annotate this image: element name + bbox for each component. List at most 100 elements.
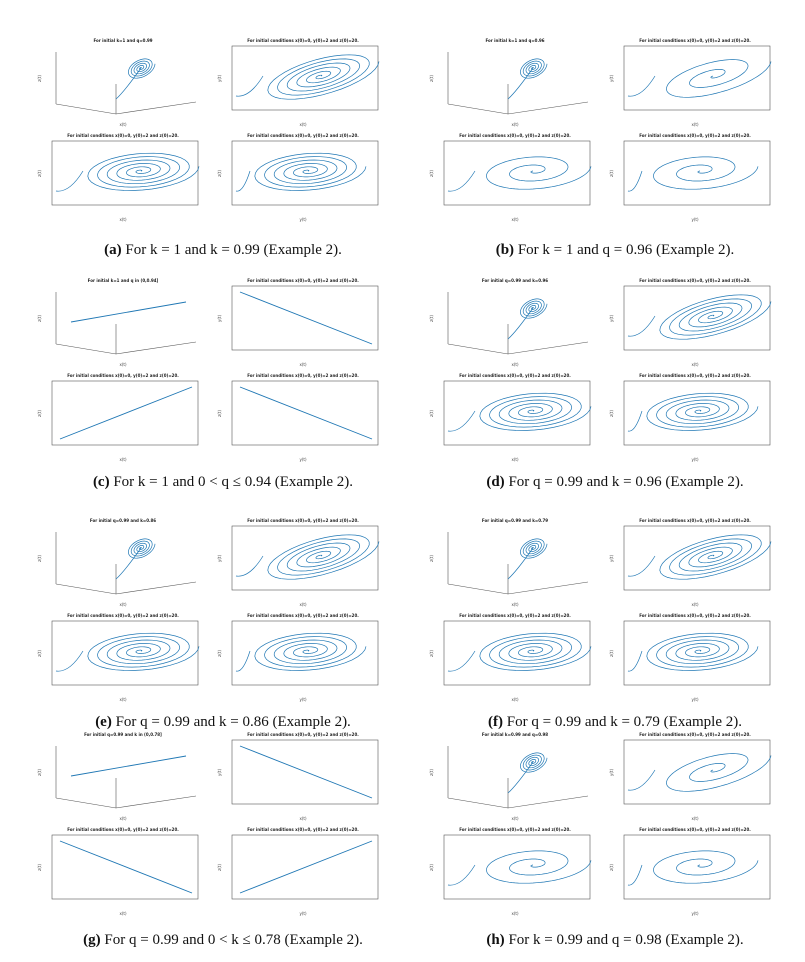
figure-caption: (g) For q = 0.99 and 0 < k ≤ 0.78 (Examp… [38,932,408,949]
subplot-title: For initial conditions x(0)=0, y(0)=2 an… [67,373,179,378]
subplot: For initial q=0.99 and k=0.96 x(t) z(t) [428,278,600,367]
figure-tag: (f) [488,714,504,730]
figure-tag: (e) [95,714,112,730]
caption-text: For k = 1 and q = 0.96 (Example 2). [517,242,735,258]
subplot-grid: For initial k=1 and q in (0,0.94] x(t) z(t… [36,278,408,468]
figure-caption: (h) For k = 0.99 and q = 0.98 (Example 2… [430,932,800,949]
subplot-title: For initial conditions x(0)=0, y(0)=2 an… [639,278,751,283]
figure-panel: For initial k=0.99 and q=0.98 x(t) z(t) For… [429,732,800,948]
subplot-title: For initial conditions x(0)=0, y(0)=2 an… [67,827,179,832]
x-axis-label: x(t) [299,602,307,607]
subplot: For initial conditions x(0)=0, y(0)=2 an… [608,827,780,916]
caption-text: For k = 0.99 and q = 0.98 (Example 2). [508,932,744,948]
subplot-grid: For initial q=0.99 and k=0.86 x(t) z(t) For… [36,518,408,708]
figure-panel: For initial k=1 and q in (0,0.94] x(t) z(t… [36,278,408,490]
subplot: For initial conditions x(0)=0, y(0)=2 an… [217,133,388,222]
x-axis-label: x(t) [511,602,519,607]
subplot: For initial q=0.99 and k=0.79 x(t) z(t) [429,518,600,607]
subplot-grid: For initial q=0.99 and k=0.96 x(t) z(t) For… [428,278,800,468]
x-axis-label: x(t) [691,362,699,367]
figure-caption: (b) For k = 1 and q = 0.96 (Example 2). [430,242,800,259]
figure-caption: (c) For k = 1 and 0 < q ≤ 0.94 (Example … [38,474,408,491]
subplot: For initial conditions x(0)=0, y(0)=2 an… [216,827,388,916]
subplot: For initial conditions x(0)=0, y(0)=2 an… [37,827,208,916]
subplot-title: For initial conditions x(0)=0, y(0)=2 an… [459,827,571,832]
y-axis-label: z(t) [36,555,42,562]
subplot: For initial k=1 and q=0.99 x(t) z(t) [37,38,208,127]
x-axis-label: x(t) [119,602,127,607]
subplot: For initial conditions x(0)=0, y(0)=2 an… [37,133,208,222]
subplot: For initial conditions x(0)=0, y(0)=2 an… [429,373,600,462]
subplot-title: For initial q=0.99 and k=0.96 [481,278,549,283]
subplot: For initial conditions x(0)=0, y(0)=2 an… [609,278,780,367]
y-axis-label: y(t) [217,768,223,777]
y-axis-label: y(t) [609,74,615,83]
caption-text: For k = 1 and 0 < q ≤ 0.94 (Example 2). [113,474,354,490]
subplot-title: For initial conditions x(0)=0, y(0)=2 an… [639,518,751,523]
x-axis-label: y(t) [691,457,699,462]
x-axis-label: x(t) [511,457,519,462]
subplot-title: For initial q=0.99 and k in (0,0.78] [84,732,162,737]
y-axis-label: z(t) [428,650,434,657]
caption-text: For q = 0.99 and k = 0.96 (Example 2). [508,474,744,490]
subplot-title: For initial conditions x(0)=0, y(0)=2 an… [247,373,359,378]
figure-tag: (b) [495,242,515,258]
subplot: For initial k=1 and q=0.96 x(t) z(t) [429,38,600,127]
subplot-grid: For initial k=1 and q=0.96 x(t) z(t) For in… [428,38,800,228]
subplot-title: For initial conditions x(0)=0, y(0)=2 an… [639,373,751,378]
subplot: For initial conditions x(0)=0, y(0)=2 an… [37,373,208,462]
subplot: For initial conditions x(0)=0, y(0)=2 an… [217,518,388,607]
x-axis-label: x(t) [119,816,127,821]
subplot: For initial conditions x(0)=0, y(0)=2 an… [216,373,388,462]
x-axis-label: y(t) [299,457,307,462]
subplot-title: For initial k=1 and q=0.96 [485,38,545,43]
subplot-title: For initial k=1 and q=0.99 [93,38,153,43]
subplot-title: For initial k=0.99 and q=0.98 [481,732,549,737]
y-axis-label: z(t) [36,769,42,776]
subplot-title: For initial k=1 and q in (0,0.94] [87,278,159,283]
subplot-title: For initial conditions x(0)=0, y(0)=2 an… [247,732,359,737]
caption-text: For k = 1 and k = 0.99 (Example 2). [125,242,342,258]
subplot-title: For initial conditions x(0)=0, y(0)=2 an… [639,133,751,138]
x-axis-label: x(t) [511,697,519,702]
subplot-title: For initial q=0.99 and k=0.86 [89,518,157,523]
x-axis-label: y(t) [299,217,307,222]
x-axis-label: x(t) [511,362,519,367]
subplot-title: For initial conditions x(0)=0, y(0)=2 an… [247,278,359,283]
subplot-title: For initial conditions x(0)=0, y(0)=2 an… [639,613,751,618]
y-axis-label: y(t) [609,314,615,323]
y-axis-label: y(t) [609,768,615,777]
y-axis-label: z(t) [36,315,42,322]
y-axis-label: z(t) [216,864,222,871]
subplot-title: For initial q=0.99 and k=0.79 [481,518,549,523]
x-axis-label: y(t) [691,911,699,916]
subplot: For initial conditions x(0)=0, y(0)=2 an… [609,732,780,821]
caption-text: For q = 0.99 and k = 0.79 (Example 2). [506,714,742,730]
x-axis-label: y(t) [299,911,307,916]
y-axis-label: z(t) [608,650,614,657]
y-axis-label: z(t) [428,170,434,177]
figure-panel: For initial k=1 and q=0.96 x(t) z(t) For in… [428,38,800,258]
figure-panel: For initial q=0.99 and k in (0,0.78] x(t)… [36,732,408,948]
y-axis-label: z(t) [428,315,434,322]
x-axis-label: x(t) [691,122,699,127]
x-axis-label: x(t) [299,362,307,367]
subplot: For initial conditions x(0)=0, y(0)=2 an… [217,278,388,367]
x-axis-label: x(t) [119,697,127,702]
x-axis-label: x(t) [119,362,127,367]
y-axis-label: z(t) [608,864,614,871]
y-axis-label: z(t) [608,410,614,417]
x-axis-label: x(t) [299,816,307,821]
subplot: For initial q=0.99 and k=0.86 x(t) z(t) [36,518,208,607]
subplot-title: For initial conditions x(0)=0, y(0)=2 an… [459,613,571,618]
x-axis-label: x(t) [511,122,519,127]
figure-caption: (f) For q = 0.99 and k = 0.79 (Example 2… [430,714,800,731]
x-axis-label: x(t) [299,122,307,127]
x-axis-label: x(t) [691,816,699,821]
subplot: For initial conditions x(0)=0, y(0)=2 an… [608,613,780,702]
x-axis-label: y(t) [691,217,699,222]
y-axis-label: z(t) [216,410,222,417]
subplot: For initial q=0.99 and k in (0,0.78] x(t)… [36,732,208,821]
figure-panel: For initial q=0.99 and k=0.79 x(t) z(t) For… [428,518,800,730]
x-axis-label: x(t) [691,602,699,607]
